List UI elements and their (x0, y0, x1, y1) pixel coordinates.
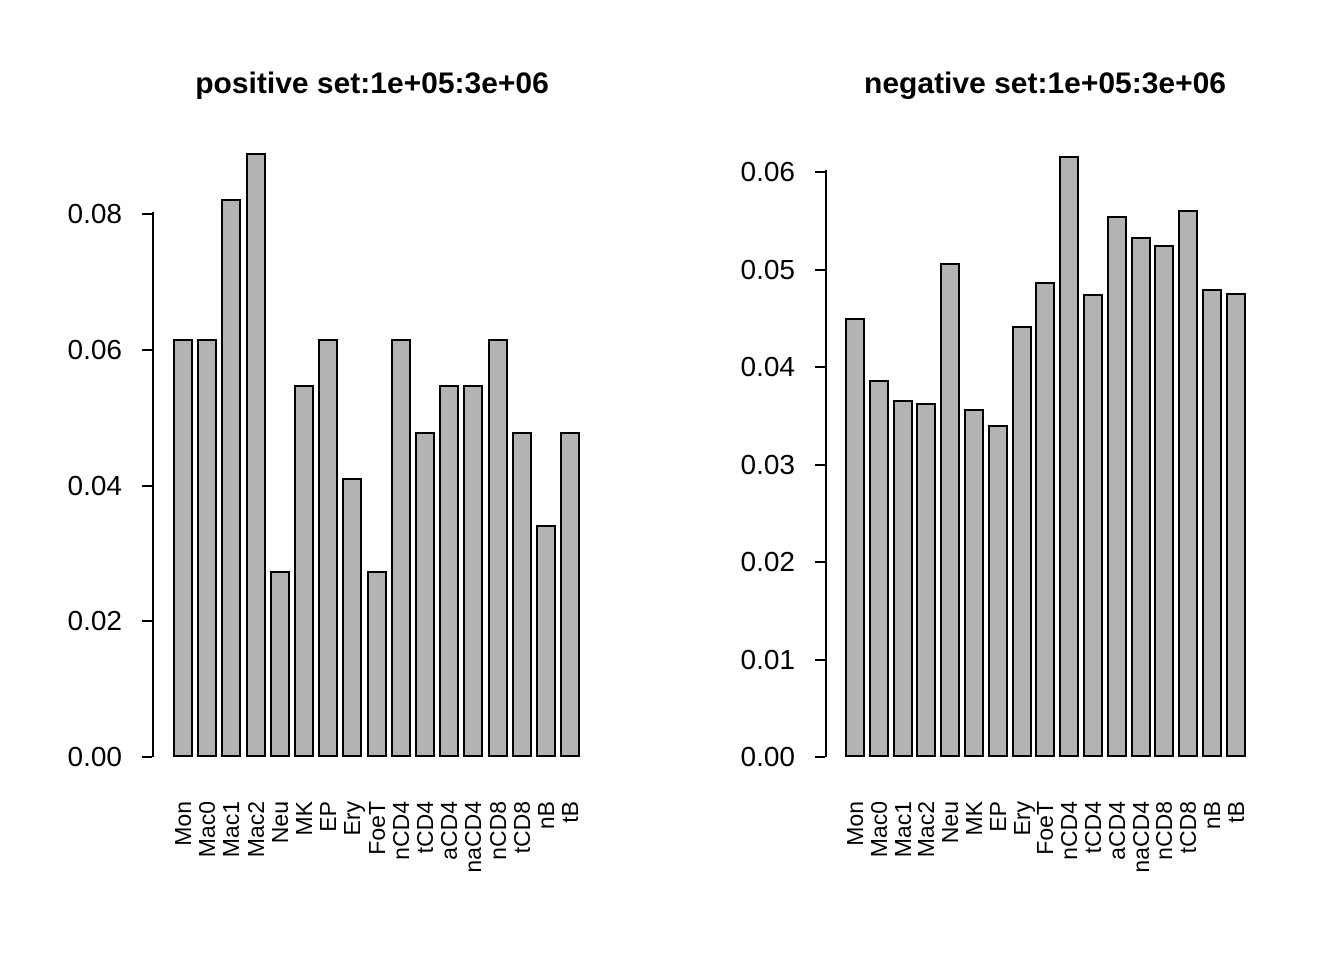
bar-Mac0 (868, 379, 889, 757)
y-tick-label: 0.05 (740, 253, 796, 285)
bar-Mon (173, 339, 193, 757)
y-tick-label: 0.04 (740, 351, 796, 382)
y-tick (815, 756, 825, 758)
x-category-label-Mon: Mon (170, 801, 196, 846)
y-tick (142, 620, 152, 623)
y-tick (142, 756, 152, 758)
x-category-label-naCD4: naCD4 (460, 801, 487, 873)
x-category-label-Mac1: Mac1 (889, 801, 916, 858)
bar-nB (536, 525, 556, 757)
plot-area-positive: 0.00 0.02 0.04 0.06 0.08 Mon Mac0 Mac1 Mac2 Neu MK… (68, 146, 590, 873)
y-tick (815, 268, 825, 271)
bar-EP (318, 339, 339, 757)
x-category-label-Mac0: Mac0 (865, 801, 892, 858)
bar-tCD8 (511, 432, 532, 757)
x-category-label-tCD4: tCD4 (1080, 801, 1106, 854)
bar-aCD4 (1106, 215, 1127, 757)
bar-tB (1225, 292, 1246, 757)
bar-Ery (342, 478, 363, 757)
bar-EP (987, 424, 1008, 757)
bar-tB (560, 432, 581, 757)
x-category-label-nB: nB (533, 801, 559, 830)
x-category-label-tB: tB (557, 801, 584, 823)
x-category-label-tB: tB (1222, 801, 1249, 823)
bar-Mon (845, 318, 865, 757)
y-axis-line (152, 212, 154, 757)
bar-FoeT (1035, 282, 1056, 757)
y-axis-line (825, 170, 827, 757)
x-category-label-Ery: Ery (339, 801, 366, 836)
bar-Neu (269, 571, 290, 757)
bar-naCD4 (463, 385, 484, 757)
x-category-label-EP: EP (315, 801, 342, 832)
y-tick (815, 463, 825, 466)
x-category-label-aCD4: aCD4 (1103, 801, 1130, 860)
y-tick-label: 0.00 (67, 741, 123, 772)
bar-tCD4 (415, 432, 435, 757)
x-category-label-tCD8: tCD8 (508, 801, 535, 854)
x-category-label-MK: MK (291, 801, 317, 836)
bar-Mac0 (197, 339, 218, 757)
x-category-label-Mac2: Mac2 (913, 801, 940, 858)
bar-nCD4 (390, 339, 411, 757)
y-tick (815, 171, 825, 173)
x-category-label-tCD4: tCD4 (412, 801, 438, 854)
bar-tCD4 (1083, 293, 1103, 757)
x-category-label-nCD4: nCD4 (1056, 801, 1083, 860)
y-tick-label: 0.02 (67, 605, 123, 637)
bar-Mac1 (221, 199, 242, 757)
x-category-label-EP: EP (984, 801, 1011, 832)
x-category-label-aCD4: aCD4 (436, 801, 463, 860)
x-category-label-nCD8: nCD8 (484, 801, 511, 860)
bar-nCD4 (1059, 156, 1080, 757)
bar-nB (1202, 289, 1222, 757)
plot-area-negative: 0.00 0.01 0.02 0.03 0.04 0.05 0.06 Mon Mac0 Mac1 M… (741, 146, 1263, 873)
y-tick-label: 0.03 (740, 448, 796, 480)
y-tick (142, 348, 152, 351)
x-category-label-nCD8: nCD8 (1151, 801, 1178, 860)
bar-nCD8 (487, 339, 508, 757)
y-tick-label: 0.01 (740, 643, 796, 675)
y-tick (815, 658, 825, 661)
y-tick-label: 0.08 (67, 198, 123, 230)
bar-MK (964, 408, 984, 757)
bar-FoeT (366, 571, 387, 757)
x-category-label-Neu: Neu (266, 801, 293, 844)
x-category-label-nCD4: nCD4 (387, 801, 414, 860)
bar-Ery (1011, 326, 1032, 757)
y-tick (815, 366, 825, 368)
x-category-label-tCD8: tCD8 (1175, 801, 1202, 854)
x-category-label-FoeT: FoeT (1032, 801, 1059, 855)
y-tick-label: 0.06 (740, 156, 796, 187)
x-category-label-naCD4: naCD4 (1127, 801, 1154, 873)
bar-Mac1 (892, 400, 913, 757)
bar-Mac2 (916, 403, 937, 757)
y-tick (142, 213, 152, 216)
chart-title-positive: positive set:1e+05:3e+06 (195, 67, 549, 100)
x-category-label-FoeT: FoeT (363, 801, 390, 855)
x-category-label-MK: MK (961, 801, 987, 836)
y-tick (815, 561, 825, 563)
x-category-label-Mon: Mon (842, 801, 868, 846)
x-category-label-nB: nB (1199, 801, 1225, 830)
bar-aCD4 (439, 385, 460, 757)
bar-Mac2 (245, 153, 266, 757)
y-tick-label: 0.06 (67, 333, 123, 365)
y-tick-label: 0.04 (67, 469, 123, 501)
bar-nCD8 (1154, 245, 1175, 757)
bar-Neu (940, 262, 961, 757)
x-category-label-Ery: Ery (1008, 801, 1035, 836)
x-category-label-Mac0: Mac0 (194, 801, 221, 858)
y-tick (142, 484, 152, 487)
y-tick-label: 0.00 (740, 741, 796, 772)
chart-title-negative: negative set:1e+05:3e+06 (864, 67, 1226, 100)
x-category-label-Mac1: Mac1 (218, 801, 245, 858)
bar-naCD4 (1130, 237, 1151, 757)
x-category-label-Neu: Neu (937, 801, 964, 844)
x-category-label-Mac2: Mac2 (242, 801, 269, 858)
y-tick-label: 0.02 (740, 546, 796, 577)
bar-tCD8 (1178, 210, 1199, 757)
bar-MK (294, 385, 314, 757)
